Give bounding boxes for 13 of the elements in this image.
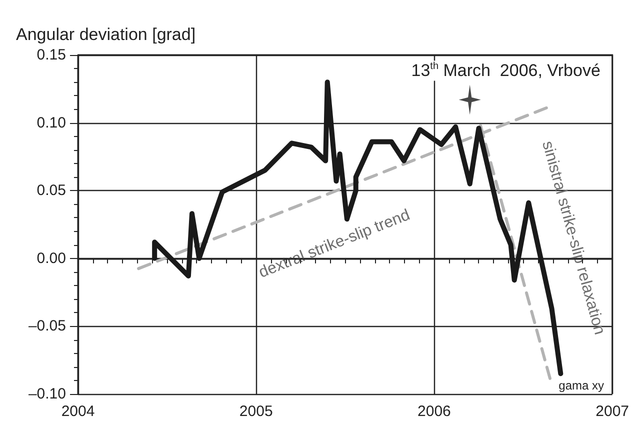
y-tick-label: 0.00	[36, 250, 66, 267]
text: sinistral strike-slip relaxation	[538, 139, 608, 337]
series-label: gama xy	[558, 378, 604, 393]
y-tick-label: 0.05	[36, 182, 66, 200]
x-tick-label: 2006	[418, 403, 451, 420]
y-tick-label: 0.10	[36, 114, 66, 132]
x-tick-label: 2004	[61, 403, 95, 420]
y-tick-label: 0.15	[36, 46, 66, 64]
x-tick-label: 2007	[596, 403, 630, 420]
y-tick-label: –0.10	[28, 386, 66, 402]
y-tick-label: –0.05	[28, 318, 66, 335]
y-axis-title: Angular deviation [grad]	[16, 25, 196, 44]
x-tick-label: 2005	[239, 403, 273, 420]
